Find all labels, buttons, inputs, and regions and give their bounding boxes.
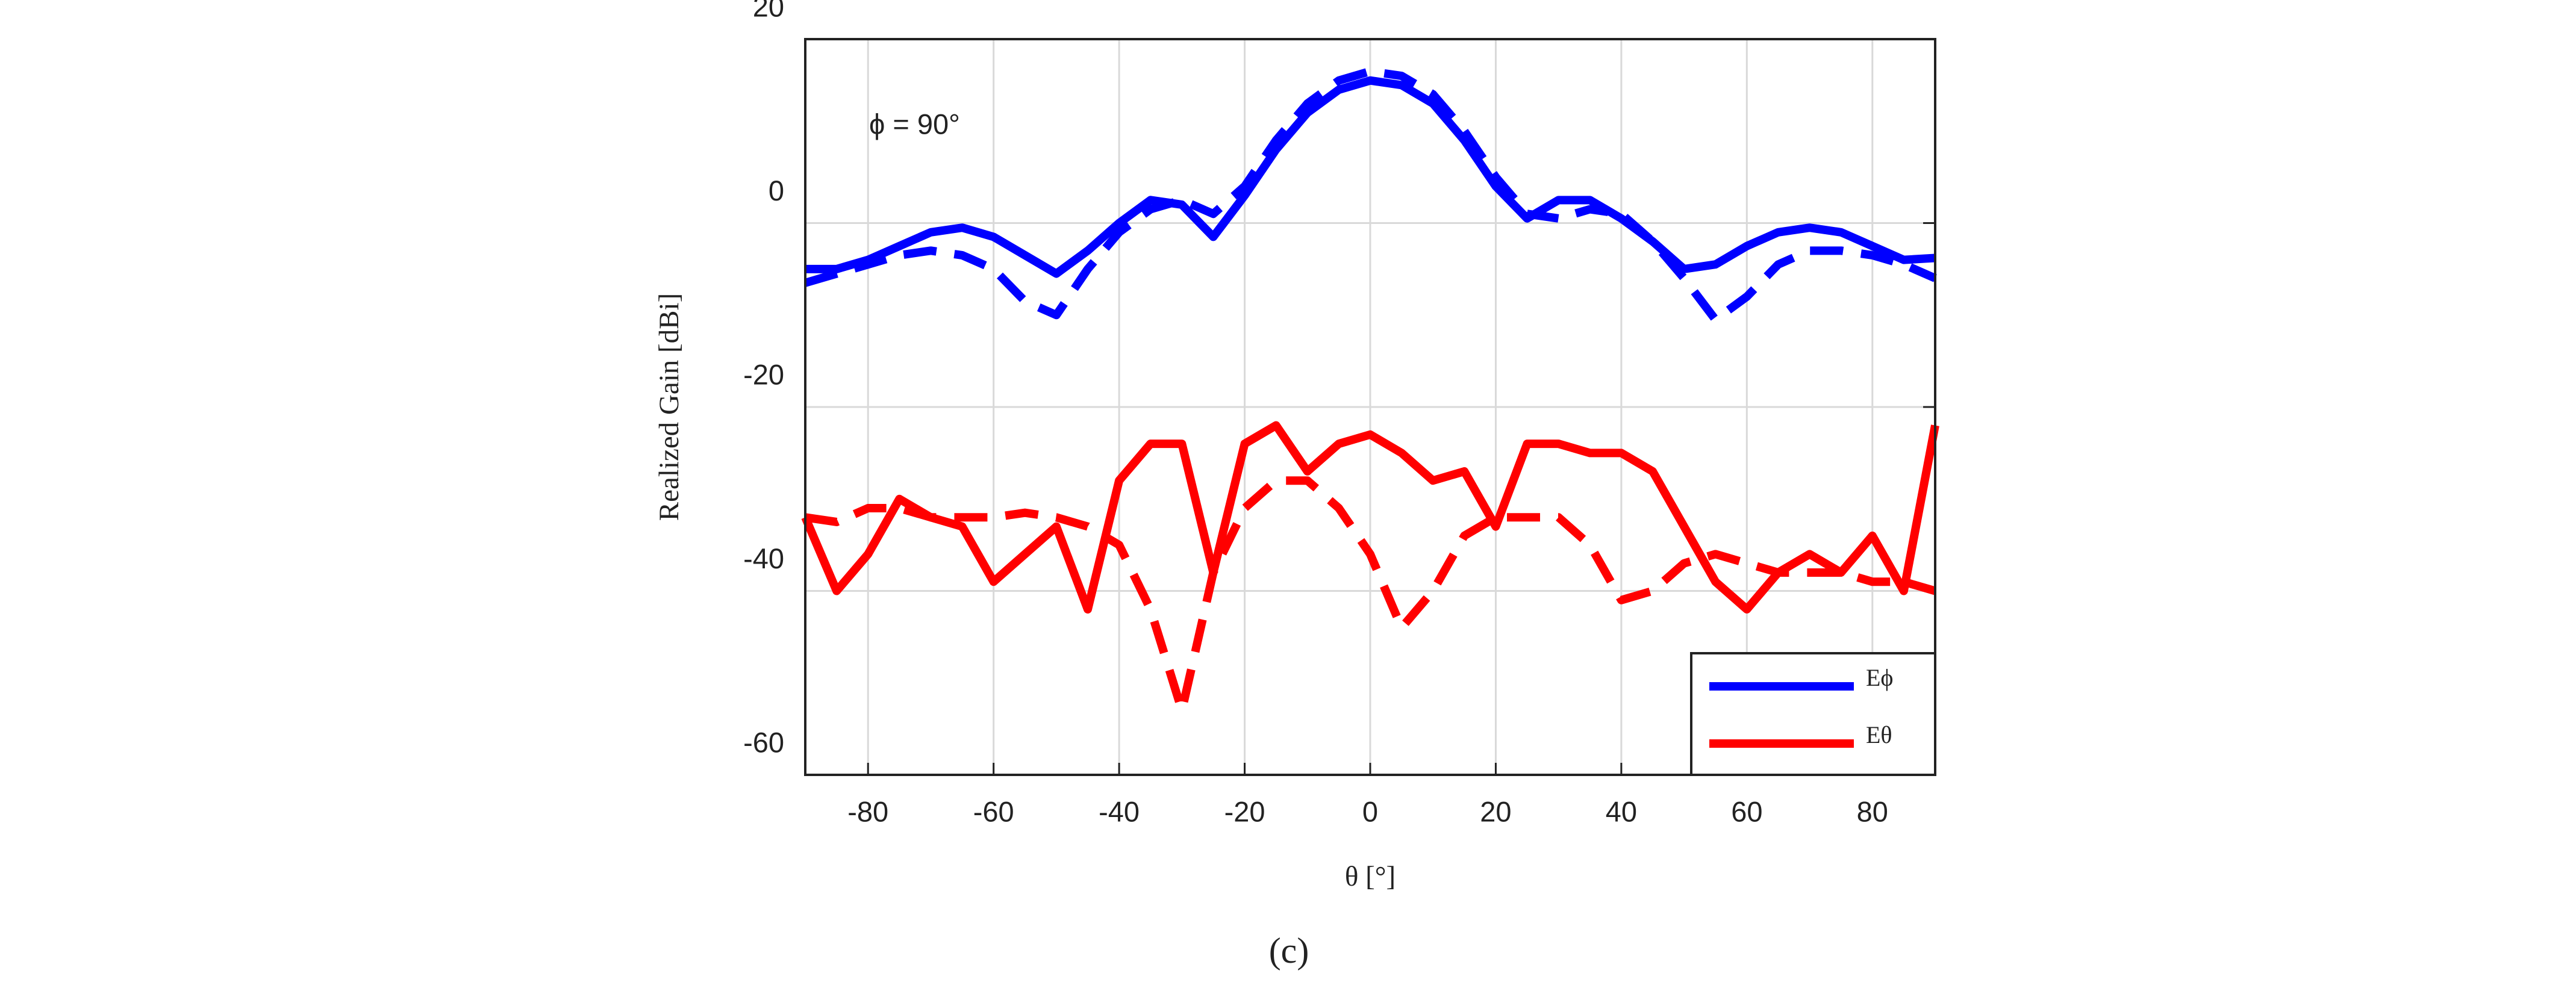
x-tick-label: 40 bbox=[1606, 795, 1637, 827]
y-axis-label: Realized Gain [dBi] bbox=[653, 293, 685, 521]
x-tick-label: -80 bbox=[847, 795, 888, 827]
x-tick-label: 0 bbox=[1362, 795, 1378, 827]
series-line bbox=[804, 476, 1936, 715]
x-tick-label: -40 bbox=[1099, 795, 1140, 827]
x-tick-label: 20 bbox=[1480, 795, 1511, 827]
series-line bbox=[804, 67, 1937, 324]
x-tick-label: -20 bbox=[1224, 795, 1265, 827]
series-line bbox=[801, 421, 1939, 614]
x-tick-label: 60 bbox=[1731, 795, 1762, 827]
y-tick-label: -40 bbox=[743, 542, 784, 574]
annotation: ϕ = 90° bbox=[869, 108, 960, 140]
y-tick-label: -20 bbox=[743, 358, 784, 390]
caption: (c) bbox=[1269, 931, 1309, 971]
y-tick-label: 0 bbox=[769, 175, 784, 207]
x-axis-label: θ [°] bbox=[1345, 861, 1396, 892]
axes-box bbox=[804, 38, 1936, 776]
legend-label: Eθ bbox=[1866, 721, 1892, 748]
x-tick-label: 80 bbox=[1857, 795, 1888, 827]
legend-box bbox=[1690, 652, 1936, 776]
y-tick-label: -60 bbox=[743, 726, 784, 758]
y-tick-label: 20 bbox=[753, 0, 784, 22]
x-tick-label: -60 bbox=[973, 795, 1014, 827]
series-line bbox=[805, 76, 1936, 278]
legend-label: Eϕ bbox=[1866, 664, 1894, 691]
